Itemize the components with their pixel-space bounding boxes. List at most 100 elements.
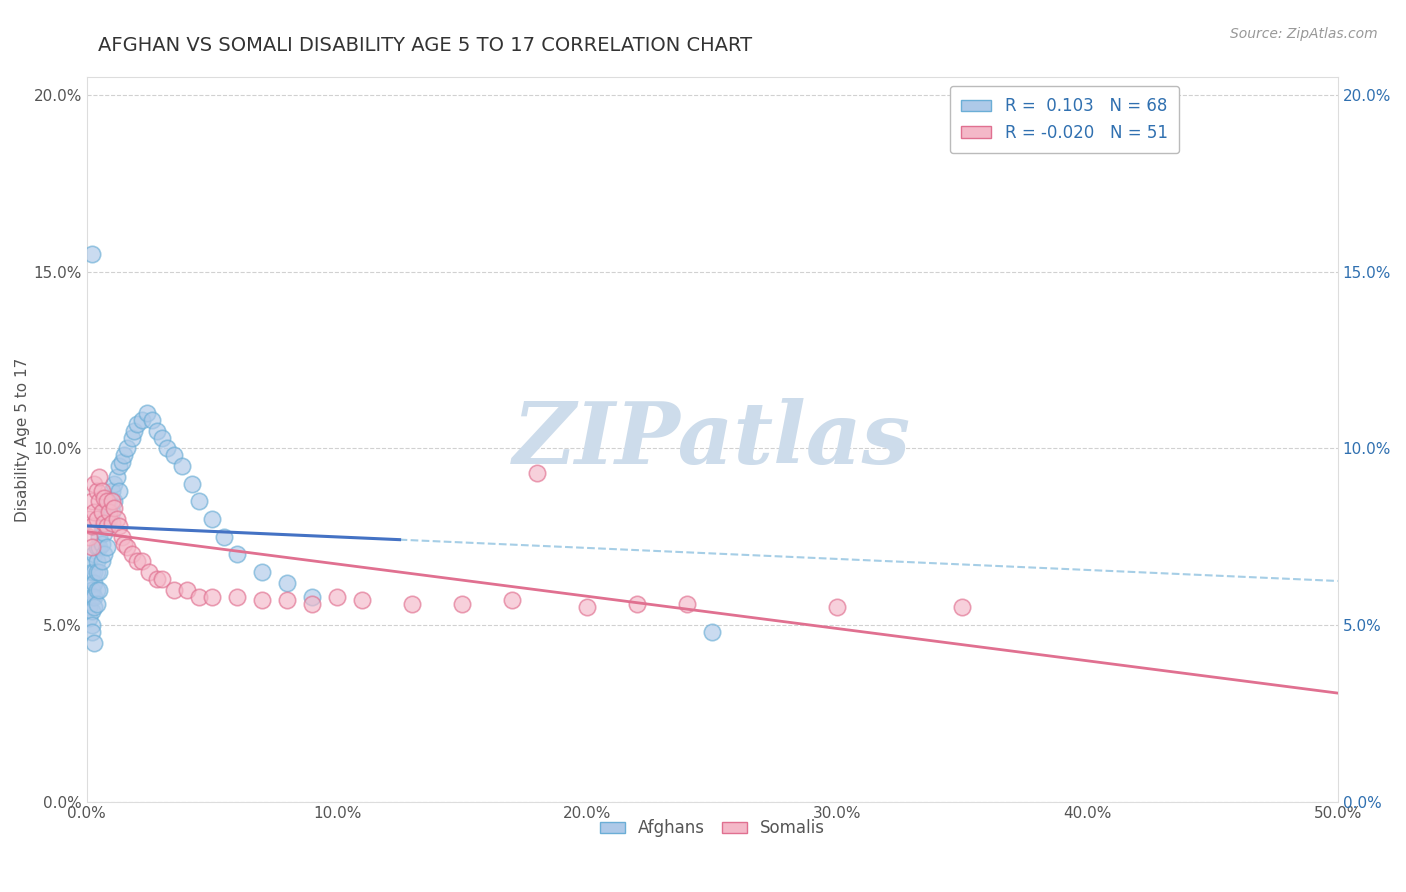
Point: [115, 442, 138, 456]
Point: [83, 476, 105, 491]
Point: [86, 541, 108, 555]
Point: [90, 505, 112, 519]
Point: [170, 458, 193, 473]
Point: [80, 618, 103, 632]
Point: [89, 469, 111, 483]
Point: [226, 590, 249, 604]
Point: [501, 593, 523, 607]
Point: [80, 247, 103, 261]
Point: [90, 554, 112, 568]
Point: [150, 572, 173, 586]
Point: [250, 565, 273, 579]
Point: [83, 635, 105, 649]
Point: [135, 406, 157, 420]
Point: [108, 483, 131, 498]
Point: [702, 625, 724, 640]
Point: [112, 449, 135, 463]
Point: [188, 590, 211, 604]
Point: [131, 554, 153, 568]
Text: Source: ZipAtlas.com: Source: ZipAtlas.com: [1230, 27, 1378, 41]
Point: [96, 541, 118, 555]
Point: [89, 582, 111, 597]
Point: [80, 565, 103, 579]
Point: [103, 501, 125, 516]
Point: [89, 565, 111, 579]
Point: [79, 558, 101, 572]
Point: [86, 582, 108, 597]
Point: [86, 597, 108, 611]
Point: [80, 582, 103, 597]
Point: [79, 600, 101, 615]
Point: [214, 530, 236, 544]
Point: [526, 466, 548, 480]
Point: [226, 547, 249, 561]
Point: [108, 519, 131, 533]
Point: [86, 483, 108, 498]
Text: AFGHAN VS SOMALI DISABILITY AGE 5 TO 17 CORRELATION CHART: AFGHAN VS SOMALI DISABILITY AGE 5 TO 17 …: [98, 36, 752, 54]
Point: [250, 593, 273, 607]
Point: [90, 483, 112, 498]
Point: [451, 597, 474, 611]
Point: [96, 519, 118, 533]
Point: [952, 600, 974, 615]
Point: [90, 519, 112, 533]
Point: [125, 554, 148, 568]
Point: [98, 512, 121, 526]
Point: [115, 541, 138, 555]
Point: [138, 565, 160, 579]
Point: [125, 417, 148, 431]
Point: [80, 625, 103, 640]
Point: [96, 501, 118, 516]
Point: [98, 505, 121, 519]
Point: [111, 455, 134, 469]
Point: [276, 575, 298, 590]
Point: [131, 413, 153, 427]
Point: [326, 590, 349, 604]
Point: [96, 519, 118, 533]
Point: [101, 494, 124, 508]
Point: [80, 494, 103, 508]
Point: [80, 541, 103, 555]
Point: [112, 537, 135, 551]
Text: ZIPatlas: ZIPatlas: [513, 398, 911, 482]
Point: [276, 593, 298, 607]
Point: [163, 449, 186, 463]
Point: [156, 442, 179, 456]
Point: [141, 413, 163, 427]
Point: [93, 512, 115, 526]
Point: [79, 512, 101, 526]
Point: [626, 597, 648, 611]
Point: [146, 424, 169, 438]
Point: [676, 597, 699, 611]
Point: [103, 476, 125, 491]
Point: [301, 597, 323, 611]
Point: [121, 547, 143, 561]
Point: [188, 494, 211, 508]
Point: [827, 600, 849, 615]
Point: [98, 494, 121, 508]
Point: [93, 516, 115, 530]
Point: [108, 458, 131, 473]
Point: [124, 424, 146, 438]
Point: [79, 572, 101, 586]
Point: [181, 476, 204, 491]
Point: [101, 516, 124, 530]
Point: [86, 554, 108, 568]
Point: [401, 597, 423, 611]
Point: [79, 586, 101, 600]
Point: [83, 547, 105, 561]
Point: [80, 590, 103, 604]
Point: [576, 600, 599, 615]
Point: [89, 530, 111, 544]
Point: [176, 582, 198, 597]
Point: [146, 572, 169, 586]
Point: [301, 590, 323, 604]
Point: [150, 431, 173, 445]
Point: [83, 575, 105, 590]
Point: [93, 491, 115, 505]
Point: [86, 512, 108, 526]
Point: [89, 494, 111, 508]
Point: [79, 611, 101, 625]
Point: [89, 541, 111, 555]
Point: [163, 582, 186, 597]
